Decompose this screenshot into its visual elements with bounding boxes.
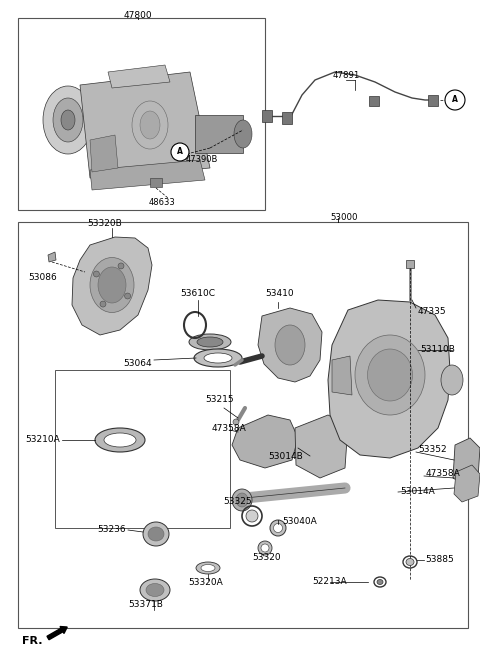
Circle shape (94, 271, 99, 277)
Text: 53320B: 53320B (88, 219, 122, 228)
Text: 53236: 53236 (97, 526, 126, 535)
Text: 53610C: 53610C (180, 289, 216, 298)
Ellipse shape (270, 520, 286, 536)
Text: 47800: 47800 (124, 11, 152, 20)
Text: 52213A: 52213A (312, 578, 347, 587)
Bar (18, 222, 468, 628)
Bar (195, 115, 243, 153)
Text: 53885: 53885 (425, 556, 454, 564)
Polygon shape (72, 237, 152, 335)
Ellipse shape (98, 267, 126, 303)
Ellipse shape (140, 111, 160, 139)
Polygon shape (295, 415, 348, 478)
Ellipse shape (406, 558, 414, 566)
Text: FR.: FR. (22, 636, 43, 646)
Ellipse shape (274, 524, 283, 533)
Bar (262, 110, 272, 122)
Polygon shape (328, 300, 450, 458)
Polygon shape (454, 465, 480, 502)
Ellipse shape (43, 86, 93, 154)
Ellipse shape (368, 349, 412, 401)
Text: A: A (177, 148, 183, 156)
Circle shape (445, 90, 465, 110)
Text: 53210A: 53210A (25, 436, 60, 445)
Text: 53325: 53325 (224, 497, 252, 506)
Text: 47358A: 47358A (426, 470, 461, 478)
Polygon shape (232, 415, 298, 468)
FancyArrow shape (47, 627, 67, 640)
Text: 53352: 53352 (418, 445, 446, 455)
Ellipse shape (148, 527, 164, 541)
Text: 47335: 47335 (418, 307, 446, 317)
Ellipse shape (189, 334, 231, 350)
Ellipse shape (232, 489, 252, 511)
Ellipse shape (204, 353, 232, 363)
Ellipse shape (196, 562, 220, 574)
Polygon shape (80, 72, 210, 178)
Text: 53320A: 53320A (188, 578, 223, 587)
Text: 53040A: 53040A (282, 517, 317, 526)
Ellipse shape (95, 428, 145, 452)
Ellipse shape (355, 335, 425, 415)
Bar (18, 18, 265, 210)
Ellipse shape (53, 98, 83, 142)
Text: 53064: 53064 (123, 359, 152, 367)
Polygon shape (108, 65, 170, 88)
Ellipse shape (377, 579, 383, 585)
Ellipse shape (140, 579, 170, 601)
Text: 53410: 53410 (265, 289, 294, 298)
Bar (369, 96, 379, 106)
Polygon shape (90, 160, 205, 190)
Text: 47891: 47891 (332, 71, 360, 80)
Text: 48633: 48633 (149, 198, 175, 207)
Polygon shape (48, 252, 56, 262)
Ellipse shape (194, 349, 242, 367)
Text: 53014A: 53014A (400, 487, 435, 497)
Text: 53000: 53000 (330, 213, 358, 222)
Polygon shape (332, 356, 352, 395)
Ellipse shape (197, 337, 223, 347)
Ellipse shape (143, 522, 169, 546)
Text: 53371B: 53371B (128, 600, 163, 609)
Polygon shape (258, 308, 322, 382)
Ellipse shape (261, 544, 269, 552)
Text: 53320: 53320 (252, 553, 281, 562)
Ellipse shape (246, 510, 258, 522)
Ellipse shape (236, 493, 248, 507)
Polygon shape (90, 135, 118, 172)
Circle shape (171, 143, 189, 161)
Bar (55, 370, 230, 528)
Bar (406, 260, 414, 268)
Ellipse shape (90, 258, 134, 313)
Ellipse shape (234, 120, 252, 148)
Circle shape (100, 301, 106, 307)
Ellipse shape (275, 325, 305, 365)
Bar (282, 112, 292, 124)
Text: 47358A: 47358A (212, 424, 247, 433)
Ellipse shape (201, 564, 215, 572)
Circle shape (118, 263, 124, 269)
Text: 53014B: 53014B (268, 452, 303, 461)
Bar (150, 178, 162, 187)
Text: 53086: 53086 (28, 273, 57, 283)
Ellipse shape (441, 365, 463, 395)
Polygon shape (453, 438, 480, 485)
Circle shape (125, 293, 131, 299)
Text: 53215: 53215 (205, 395, 234, 404)
Text: 47390B: 47390B (186, 155, 218, 164)
Text: A: A (452, 95, 458, 104)
Ellipse shape (146, 583, 164, 597)
Ellipse shape (258, 541, 272, 555)
Bar (428, 95, 438, 106)
Circle shape (233, 419, 239, 425)
Text: 53110B: 53110B (420, 346, 455, 355)
Ellipse shape (61, 110, 75, 130)
Ellipse shape (104, 433, 136, 447)
